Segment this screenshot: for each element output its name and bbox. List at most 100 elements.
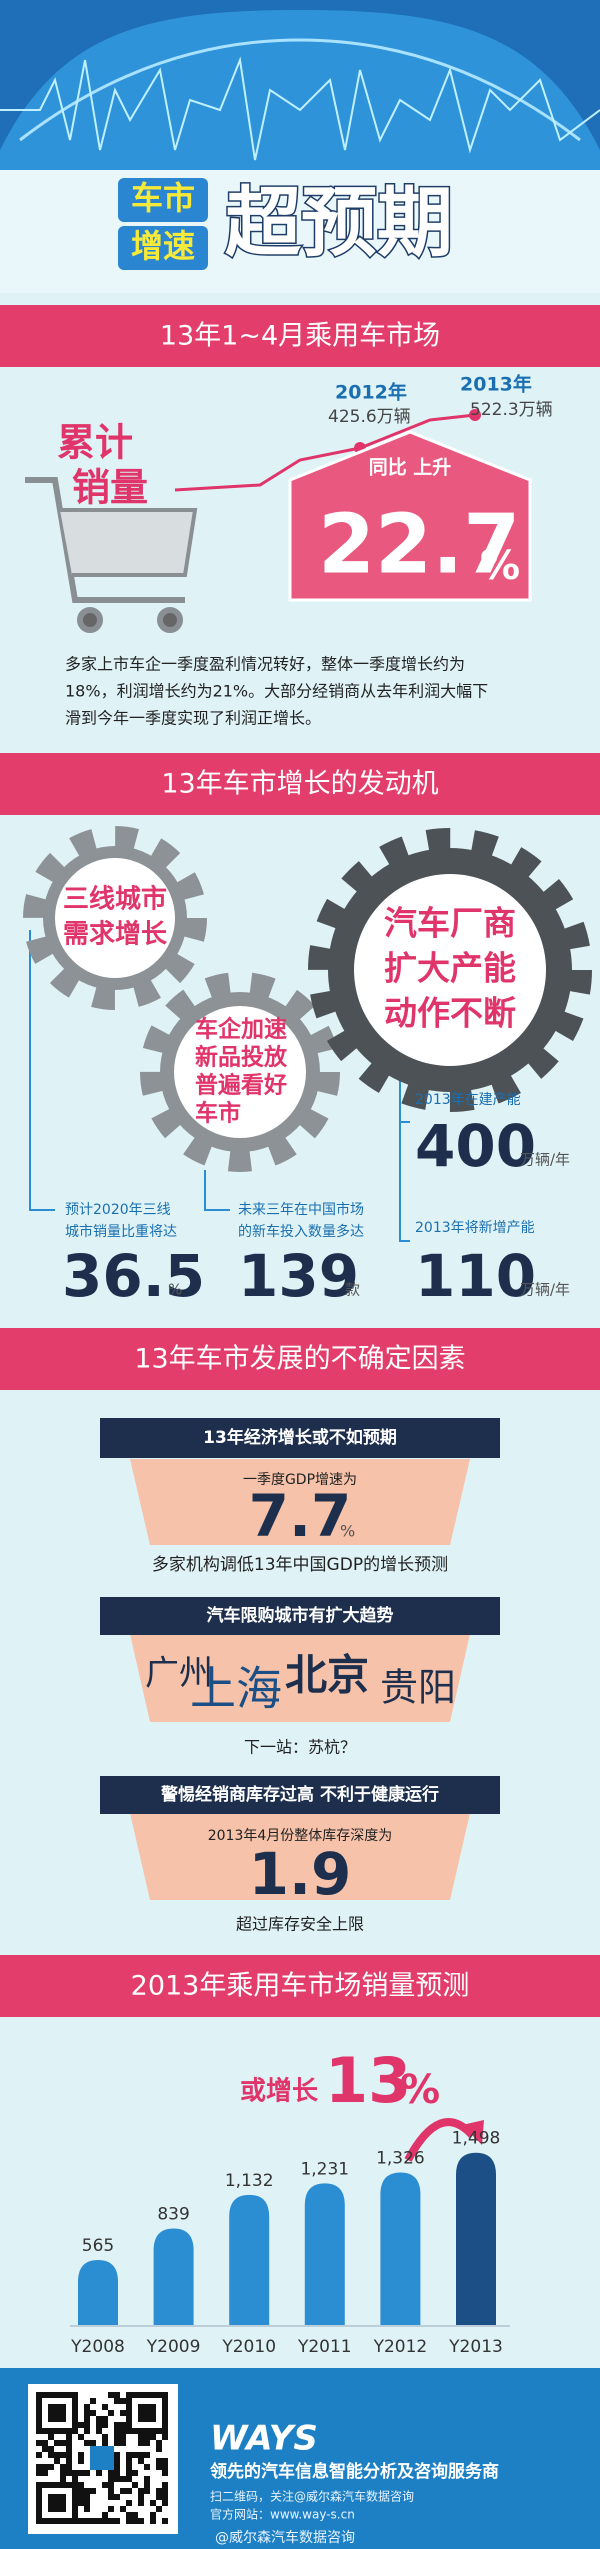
qr-cell [150,2404,156,2410]
qr-cell [60,2506,66,2512]
qr-note: 扫二维码，关注@威尔森汽车数据咨询 [210,2489,414,2504]
qr-cell [144,2476,150,2482]
city: 广州 [145,1654,213,1694]
qr-cell [156,2494,162,2500]
yoy-value: 22.7 [318,497,520,592]
qr-cell [138,2458,144,2464]
qr-cell [120,2476,126,2482]
stat-unit: 万辆/年 [520,1281,570,1299]
qr-cell [162,2392,168,2398]
qr-cell [78,2482,84,2488]
qr-cell [150,2410,156,2416]
qr-cell [126,2422,132,2428]
qr-cell [138,2404,144,2410]
qr-cell [72,2488,78,2494]
qr-cell [126,2476,132,2482]
qr-cell [156,2458,162,2464]
paragraph: 多家上市车企一季度盈利情况转好，整体一季度增长约为 [65,655,465,674]
qr-cell [66,2470,72,2476]
qr-cell [162,2428,168,2434]
qr-cell [162,2458,168,2464]
qr-cell [60,2470,66,2476]
qr-cell [102,2518,108,2524]
city: 北京 [285,1651,369,1700]
qr-cell [54,2452,60,2458]
qr-cell [120,2506,126,2512]
qr-cell [120,2434,126,2440]
slogan: 领先的汽车信息智能分析及咨询服务商 [210,2461,499,2482]
qr-cell [108,2494,114,2500]
qr-cell [36,2518,42,2524]
x-tick-label: Y2008 [70,2337,125,2357]
qr-cell [96,2470,102,2476]
growth-label: 或增长 [240,2076,319,2107]
qr-cell [42,2518,48,2524]
gear-text: 三线城市 [63,884,167,915]
qr-cell [144,2440,150,2446]
bar-chart: 565 Y2008 839 Y2009 1,132 Y2010 1,231 Y2011 1,32… [70,2129,503,2357]
qr-cell [60,2482,66,2488]
qr-cell [120,2428,126,2434]
section-heading: 13年1~4月乘用车市场 [160,321,440,352]
qr-cell [78,2434,84,2440]
qr-cell [60,2476,66,2482]
bar [229,2194,270,2325]
qr-cell [60,2404,66,2410]
qr-cell [132,2452,138,2458]
qr-cell [114,2440,120,2446]
qr-cell [36,2440,42,2446]
qr-cell [156,2428,162,2434]
qr-cell [60,2440,66,2446]
qr-cell [36,2464,42,2470]
qr-cell [162,2494,168,2500]
header-band [0,170,600,293]
qr-cell [66,2428,72,2434]
note: 多家机构调低13年中国GDP的增长预测 [152,1555,448,1575]
gear-teeth [23,826,207,1010]
banner-title: 13年经济增长或不如预期 [203,1427,397,1448]
qr-cell [132,2428,138,2434]
bar [304,2183,345,2325]
qr-cell [54,2428,60,2434]
qr-cell [36,2422,42,2428]
qr-cell [84,2440,90,2446]
qr-cell [48,2416,54,2422]
brand: WAYS [210,2419,318,2459]
qr-cell [78,2458,84,2464]
stat-unit: % [168,1281,182,1299]
panel [130,1634,470,1722]
qr-cell [96,2416,102,2422]
qr-cell [78,2452,84,2458]
qr-cell [60,2494,66,2500]
qr-cell [48,2500,54,2506]
qr-cell [114,2392,120,2398]
qr-cell [78,2500,84,2506]
qr-cell [54,2506,60,2512]
qr-cell [42,2464,48,2470]
qr-cell [36,2428,42,2434]
gear-text: 汽车厂商 [384,904,516,943]
qr-cell [48,2506,54,2512]
qr-cell [132,2518,138,2524]
qr-cell [36,2500,42,2506]
gear-center [174,1006,306,1138]
website: 官方网站：www.way-s.cn [210,2507,355,2522]
qr-cell [54,2392,60,2398]
trend-line [174,413,476,492]
qr-cell [84,2494,90,2500]
qr-cell [72,2512,78,2518]
qr-cell [90,2410,96,2416]
qr-cell [48,2452,54,2458]
title-small: 增速 [131,227,195,265]
qr-cell [138,2518,144,2524]
wave [0,56,600,161]
stat-text: 的新车投入数量多达 [238,1223,364,1240]
qr-cell [114,2422,120,2428]
qr-cell [72,2416,78,2422]
title-box [118,178,208,222]
qr-cell [114,2398,120,2404]
panel [130,1813,470,1900]
qr-cell [108,2392,114,2398]
qr-cell [84,2404,90,2410]
qr-cell [72,2404,78,2410]
